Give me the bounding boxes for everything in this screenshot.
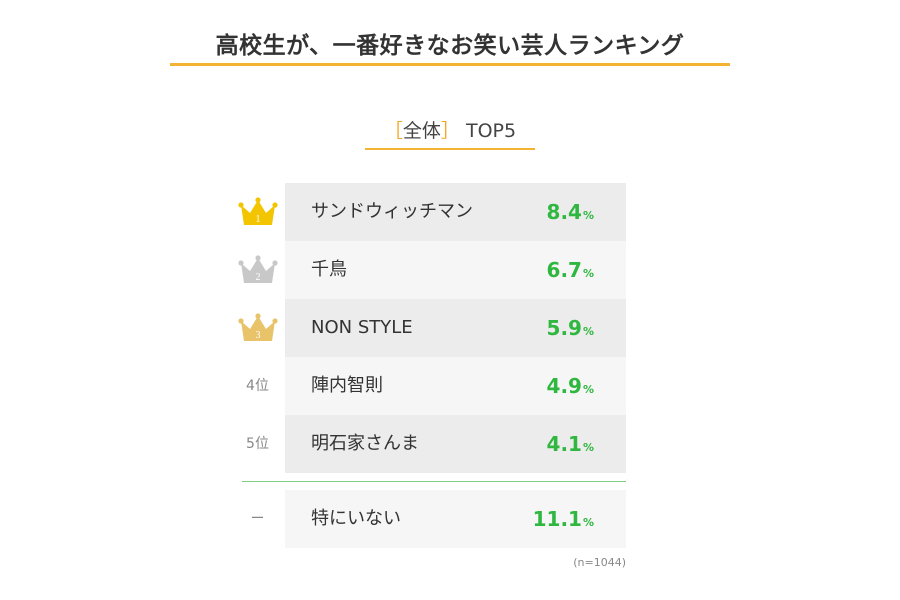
subtitle-underline: [365, 148, 535, 150]
value-number: 4.9: [546, 374, 582, 398]
percent-sign: %: [582, 209, 594, 222]
comedian-name: 明石家さんま: [311, 433, 419, 454]
rank-cell: 1: [230, 183, 285, 241]
percentage-value: 4.1%: [547, 415, 594, 473]
subtitle-tail: TOP5: [465, 120, 517, 142]
percentage-value: 5.9%: [547, 299, 594, 357]
page-title: 高校生が、一番好きなお笑い芸人ランキング: [215, 33, 685, 59]
percent-sign: %: [582, 383, 594, 396]
comedian-name: サンドウィッチマン: [311, 201, 473, 222]
other-row: 特にいない 11.1%: [285, 490, 626, 548]
percentage-value: 11.1%: [533, 490, 594, 548]
chart-subtitle: ［全体］ TOP5: [365, 116, 535, 146]
percent-sign: %: [582, 516, 594, 529]
percent-sign: %: [582, 267, 594, 280]
crown-icon: 2: [238, 255, 278, 283]
value-number: 11.1: [532, 507, 582, 531]
percentage-value: 8.4%: [547, 183, 594, 241]
rank-cell: 3: [230, 299, 285, 357]
comedian-name: 千鳥: [311, 259, 347, 280]
crown-icon: 1: [238, 197, 278, 225]
comedian-name: 陣内智則: [311, 375, 383, 396]
percent-sign: %: [582, 325, 594, 338]
rank-label: ー: [250, 511, 265, 527]
crown-rank-number: 1: [256, 214, 261, 225]
crown-rank-number: 3: [256, 330, 261, 341]
comedian-name: NON STYLE: [311, 317, 413, 338]
subtitle-label: 全体: [402, 120, 441, 142]
value-number: 5.9: [546, 316, 582, 340]
title-underline: [170, 63, 730, 66]
rank-label: 5位: [246, 436, 269, 452]
bracket-close: ］: [440, 120, 460, 142]
crown-icon: 3: [238, 313, 278, 341]
table-row: 明石家さんま 4.1%: [285, 415, 626, 473]
percent-sign: %: [582, 441, 594, 454]
table-row: NON STYLE 5.9%: [285, 299, 626, 357]
comedian-name: 特にいない: [311, 508, 401, 529]
sample-size-note: (n=1044): [573, 556, 626, 569]
rank-cell: 5位: [230, 415, 285, 473]
bracket-open: ［: [383, 120, 403, 142]
percentage-value: 6.7%: [547, 241, 594, 299]
percentage-value: 4.9%: [547, 357, 594, 415]
rank-label: 4位: [246, 378, 269, 394]
other-rank-label: ー: [230, 490, 285, 548]
rank-cell: 4位: [230, 357, 285, 415]
crown-rank-number: 2: [256, 272, 261, 283]
value-number: 6.7: [546, 258, 582, 282]
value-number: 4.1: [546, 432, 582, 456]
table-divider: [242, 481, 626, 482]
table-row: 千鳥 6.7%: [285, 241, 626, 299]
rank-cell: 2: [230, 241, 285, 299]
table-row: サンドウィッチマン 8.4%: [285, 183, 626, 241]
table-row: 陣内智則 4.9%: [285, 357, 626, 415]
value-number: 8.4: [546, 200, 582, 224]
